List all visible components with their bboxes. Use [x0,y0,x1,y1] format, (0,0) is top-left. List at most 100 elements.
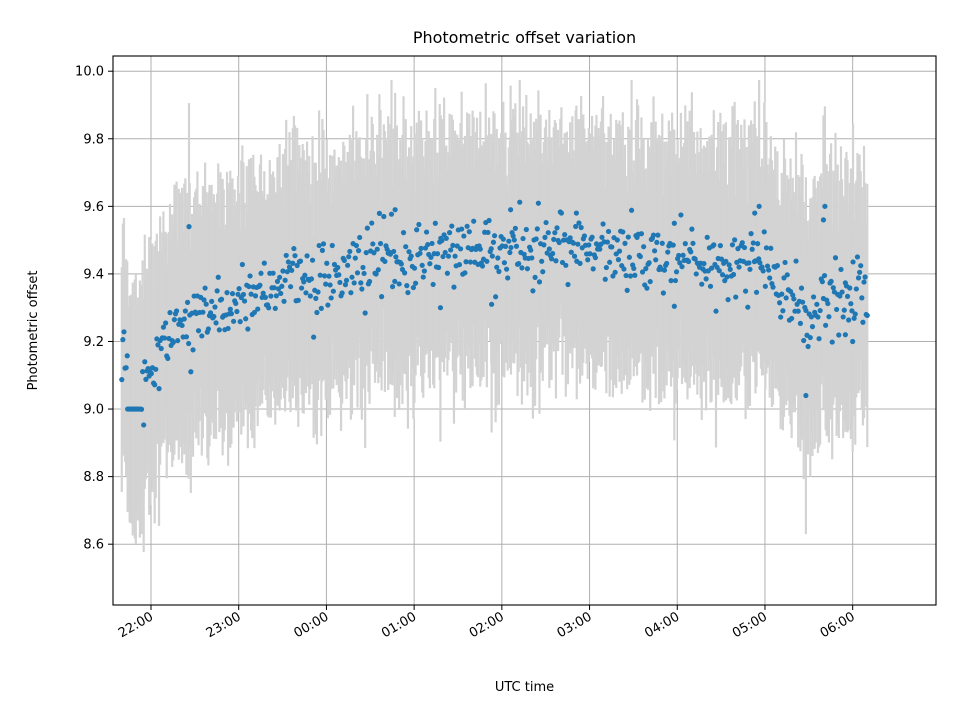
data-point [280,268,286,274]
data-point [428,254,434,260]
data-point [158,345,164,352]
data-point [330,288,336,294]
data-point [213,320,219,326]
data-point [436,264,442,271]
data-point [757,260,763,266]
data-point [421,268,427,274]
data-point [477,246,483,252]
data-point [375,267,381,273]
data-point [860,319,866,325]
data-point [717,243,723,249]
data-point [261,260,267,266]
data-point [670,242,676,248]
data-point [490,239,497,245]
data-point [347,248,353,255]
data-point [303,290,309,296]
data-point [680,252,686,258]
data-point [419,262,425,268]
data-point [258,270,264,276]
data-point [248,291,254,297]
data-point [755,241,761,247]
data-point [615,257,622,263]
data-point [620,229,626,235]
data-point [317,272,323,278]
data-point [756,203,762,209]
data-point [819,279,825,285]
data-point [403,244,409,250]
data-point [323,281,329,287]
data-point [652,248,658,254]
data-point [803,392,809,399]
data-point [664,260,670,267]
data-point [290,260,296,266]
data-point [836,332,842,338]
data-point [570,240,577,246]
plot-frame [112,55,937,606]
data-point [568,249,574,255]
data-point [281,298,287,304]
data-point [506,238,512,244]
data-point [603,264,609,271]
data-point [524,266,531,272]
data-point [355,247,362,254]
data-point [500,236,506,242]
data-point [729,242,736,248]
data-point [641,244,647,250]
data-point [732,237,738,243]
data-point [175,338,181,344]
data-point [479,263,486,269]
data-point [318,305,324,311]
data-point [659,240,665,246]
data-point [292,253,298,259]
data-point [854,254,861,260]
data-point [689,226,695,232]
data-point [273,293,279,299]
data-point [505,275,511,281]
data-point [402,270,408,276]
data-point [485,229,491,236]
data-point [713,308,719,314]
data-point [861,279,867,285]
data-point [190,347,196,353]
data-point [541,242,547,248]
data-point [581,233,588,239]
data-point [803,307,809,314]
data-point [456,262,463,268]
data-point [741,244,748,251]
data-point [862,274,868,280]
data-point [573,210,579,216]
data-point [343,277,350,283]
data-point [586,242,592,248]
data-point [379,294,385,300]
data-point [260,290,266,296]
data-point [408,253,414,259]
data-point [155,342,161,348]
data-point [673,269,680,275]
data-point [418,245,424,251]
y-tick-label: 10.0 [75,65,104,80]
data-point [327,282,333,288]
data-point [847,285,853,291]
data-point [853,286,859,292]
data-point [817,307,823,314]
data-point [735,246,741,252]
data-point [725,297,731,303]
data-point [289,267,295,273]
data-point [807,334,813,341]
data-point [767,275,773,281]
data-point [142,359,148,365]
data-point [508,244,514,251]
data-point [156,386,162,392]
data-point [297,258,304,264]
data-point [381,213,387,220]
data-point [439,237,445,244]
data-point [266,305,272,311]
data-point [797,320,804,327]
data-point [704,234,710,240]
data-point [207,310,214,316]
data-point [277,274,283,280]
data-point [396,281,402,287]
data-point [179,322,185,329]
data-point [243,316,249,322]
y-tick-label: 8.6 [83,538,104,553]
